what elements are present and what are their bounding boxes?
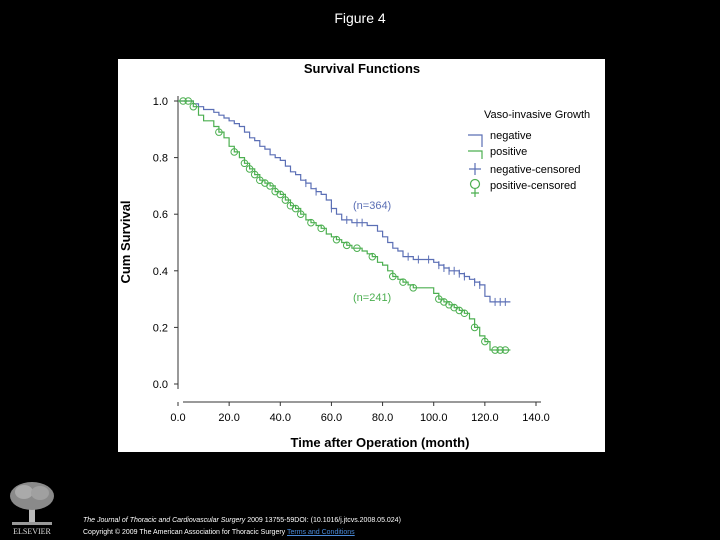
x-tick-label: 60.0 (321, 412, 342, 424)
legend-swatch-negative-censored (469, 163, 481, 175)
survival-chart: Survival Functions Cum Survival Time aft… (118, 61, 590, 450)
x-axis-label: Time after Operation (month) (291, 435, 470, 450)
censor-mark-positive (491, 346, 499, 354)
figure-title: Figure 4 (334, 10, 386, 26)
y-tick-label: 0.4 (153, 266, 168, 278)
x-tick-label: 0.0 (170, 412, 185, 424)
censor-mark-positive (215, 128, 223, 136)
annotation-n-positive: (n=241) (353, 292, 391, 304)
x-tick-label: 80.0 (372, 412, 393, 424)
x-tick-label: 140.0 (522, 412, 550, 424)
censor-mark-positive (179, 97, 187, 105)
x-tick-label: 20.0 (218, 412, 239, 424)
y-tick-label: 1.0 (153, 96, 168, 108)
legend-swatch-negative (468, 134, 483, 147)
legend-label-negative-censored: negative-censored (490, 164, 581, 176)
censor-mark-positive (250, 170, 259, 179)
censor-mark-positive (317, 224, 325, 233)
censor-mark-positive (230, 148, 239, 156)
censor-mark-positive (409, 283, 418, 292)
elsevier-logo: ELSEVIER (6, 478, 58, 536)
x-tick-label: 40.0 (270, 412, 291, 424)
copyright-text: Copyright © 2009 The American Associatio… (83, 529, 287, 536)
y-tick-label: 0.6 (153, 209, 168, 221)
censor-mark-positive (281, 196, 290, 204)
terms-link[interactable]: Terms and Conditions (286, 529, 355, 536)
x-tick-label: 120.0 (471, 412, 499, 424)
censor-mark-positive (368, 252, 377, 261)
y-tick-label: 0.0 (153, 379, 168, 391)
censor-mark-positive (189, 102, 198, 111)
censor-mark-positive (389, 272, 397, 281)
legend-swatch-positive-censored-tick (471, 189, 479, 197)
censor-mark-positive (184, 97, 193, 105)
censor-mark-positive (353, 244, 361, 252)
censor-mark-positive (291, 204, 300, 213)
annotation-n-negative: (n=364) (353, 200, 391, 212)
censor-mark-positive (399, 278, 407, 286)
censor-mark-positive (470, 323, 479, 332)
citation-text: 2009 13755-59DOI: (10.1016/j.jtcvs.2008.… (245, 517, 401, 524)
censor-mark-positive (245, 165, 254, 173)
censor-mark-positive (266, 182, 274, 190)
censor-mark-positive (276, 190, 285, 199)
journal-name: The Journal of Thoracic and Cardiovascul… (83, 517, 246, 524)
legend: negative positive negative-censored posi… (468, 130, 581, 197)
censor-mark-positive (240, 159, 249, 168)
censor-mark-positive (460, 309, 469, 318)
chart-panel: Survival Functions Cum Survival Time aft… (118, 59, 605, 452)
legend-title: Vaso-invasive Growth (484, 109, 590, 121)
censor-mark-positive (332, 235, 341, 244)
censor-mark-positive (342, 241, 351, 250)
censor-mark-positive (496, 346, 505, 354)
legend-label-positive-censored: positive-censored (490, 180, 576, 192)
series-line-negative (178, 100, 511, 303)
elsevier-logo-text: ELSEVIER (13, 527, 51, 536)
legend-swatch-positive (468, 150, 483, 159)
legend-label-negative: negative (490, 130, 532, 142)
y-tick-label: 0.8 (153, 153, 168, 165)
censor-mark-positive (481, 337, 489, 346)
censor-mark-positive (307, 218, 315, 227)
figure-caption: The Journal of Thoracic and Cardiovascul… (83, 515, 401, 539)
legend-swatch-positive-censored (469, 178, 481, 190)
x-tick-label: 100.0 (420, 412, 448, 424)
censor-mark-positive (296, 210, 305, 218)
censor-mark-positive (501, 346, 510, 354)
y-axis-label: Cum Survival (118, 200, 133, 283)
legend-label-positive: positive (490, 146, 527, 158)
y-tick-label: 0.2 (153, 322, 168, 334)
series-line-positive (178, 100, 511, 351)
chart-title: Survival Functions (304, 61, 420, 76)
